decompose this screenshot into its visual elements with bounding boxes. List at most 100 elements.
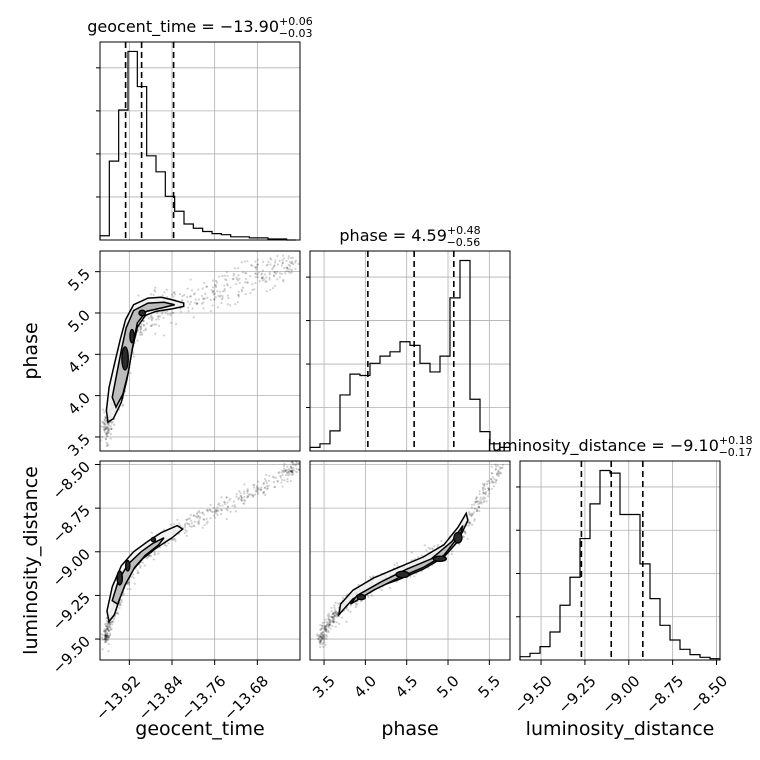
sample-point xyxy=(281,474,284,477)
sample-point xyxy=(323,628,326,632)
sample-point xyxy=(470,515,473,518)
sample-point xyxy=(476,509,479,512)
sample-point xyxy=(333,614,336,617)
sample-point xyxy=(104,624,108,628)
sample-point xyxy=(480,501,483,504)
sample-point xyxy=(184,528,187,532)
sample-point xyxy=(106,624,110,627)
sample-point xyxy=(471,523,474,526)
sample-point xyxy=(334,608,337,611)
sample-point xyxy=(226,303,230,306)
sample-point xyxy=(197,523,200,526)
sample-point xyxy=(272,481,275,484)
sample-point xyxy=(196,511,199,514)
sample-point xyxy=(282,467,286,470)
sample-point xyxy=(256,263,260,266)
sample-point xyxy=(436,543,440,547)
title-main: luminosity_distance = −9.10 xyxy=(487,436,718,456)
sample-point xyxy=(370,594,373,597)
sample-point xyxy=(322,635,325,638)
sample-point xyxy=(101,648,104,651)
sample-point xyxy=(423,544,426,547)
sample-point xyxy=(492,485,496,488)
sample-point xyxy=(325,628,328,632)
title-luminosity_distance: luminosity_distance = −9.10+0.18 −0.17 xyxy=(487,434,752,459)
sample-point xyxy=(413,575,416,578)
sample-point xyxy=(294,259,297,262)
sample-point xyxy=(113,423,116,426)
sample-point xyxy=(497,473,501,476)
sample-point xyxy=(255,266,258,269)
sample-point xyxy=(320,637,323,640)
sample-point xyxy=(104,634,107,637)
sample-point xyxy=(481,492,485,495)
sample-point xyxy=(479,499,482,502)
sample-point xyxy=(267,484,270,487)
sample-point xyxy=(266,485,269,488)
sample-point xyxy=(324,628,327,631)
sample-point xyxy=(104,629,107,633)
sample-point xyxy=(218,295,221,298)
sample-point xyxy=(157,318,160,321)
sample-point xyxy=(106,638,110,641)
sample-point xyxy=(206,510,210,513)
sample-point xyxy=(186,300,189,303)
sample-point xyxy=(105,635,108,638)
sample-point xyxy=(100,425,103,428)
sample-point xyxy=(336,602,340,605)
sample-point xyxy=(153,323,156,326)
sample-point xyxy=(264,493,267,496)
sample-point xyxy=(203,297,207,300)
sample-point xyxy=(334,601,337,604)
sample-point xyxy=(139,566,142,569)
sample-point xyxy=(327,624,331,627)
sample-point xyxy=(325,624,328,627)
sample-point xyxy=(104,635,108,638)
sample-point xyxy=(288,469,292,472)
sample-point xyxy=(110,422,114,425)
sample-point xyxy=(213,292,216,295)
sample-point xyxy=(240,496,243,499)
sample-point xyxy=(488,488,491,491)
xlabel-luminosity_distance: luminosity_distance xyxy=(526,718,715,740)
sample-point xyxy=(101,421,104,424)
sample-point xyxy=(139,325,143,329)
xtick-label-phase: 4.5 xyxy=(392,672,422,702)
sample-point xyxy=(479,496,482,499)
title-lower-error: −0.03 xyxy=(279,27,313,40)
xlabel-phase: phase xyxy=(381,718,438,740)
sample-point xyxy=(106,444,109,448)
sample-point xyxy=(324,624,327,628)
ylabel-phase: phase xyxy=(20,322,42,379)
sample-point xyxy=(113,615,117,618)
sample-point xyxy=(290,469,293,472)
sample-point xyxy=(205,285,208,288)
sample-point xyxy=(153,551,156,554)
sample-point xyxy=(183,293,186,297)
sample-point xyxy=(138,331,141,334)
sample-point xyxy=(289,470,293,473)
sample-point xyxy=(223,501,226,504)
sample-point xyxy=(234,302,237,306)
sample-point xyxy=(104,420,107,423)
sample-point xyxy=(106,425,109,428)
sample-point xyxy=(171,311,174,314)
sample-point xyxy=(483,484,486,487)
sample-point xyxy=(478,502,481,505)
sample-point xyxy=(483,492,486,495)
sample-point xyxy=(105,638,108,641)
sample-point xyxy=(478,509,481,513)
sample-point xyxy=(325,633,328,637)
ytick-label-phase: 3.5 xyxy=(64,430,94,460)
sample-point xyxy=(209,517,212,520)
sample-point xyxy=(109,425,113,428)
hist-frame-phase xyxy=(309,250,511,452)
sample-point xyxy=(213,298,216,301)
sample-point xyxy=(157,552,160,555)
sample-point xyxy=(266,487,269,491)
sample-point xyxy=(328,622,332,626)
sample-point xyxy=(334,612,337,615)
sample-point xyxy=(289,479,292,483)
sample-point xyxy=(244,277,248,281)
sample-point xyxy=(225,271,229,274)
